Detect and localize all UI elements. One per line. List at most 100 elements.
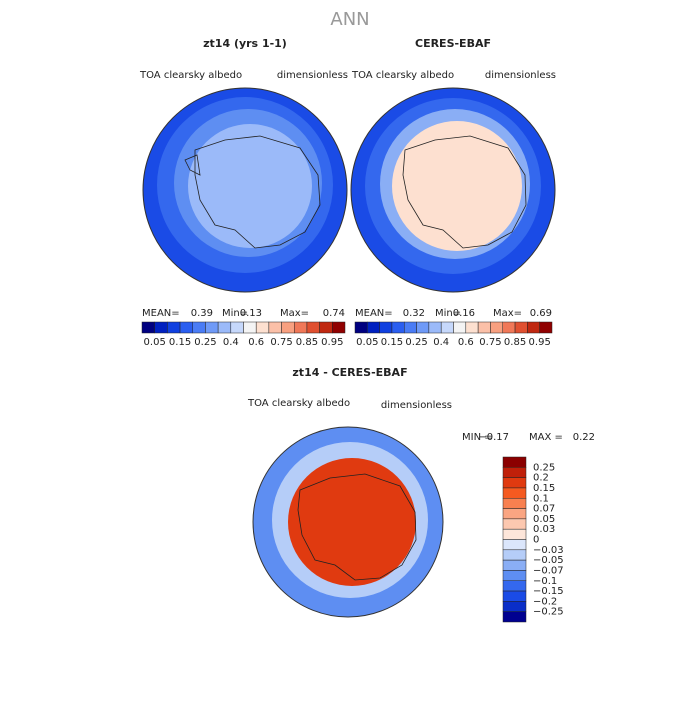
colorbar: 0.250.20.150.10.070.050.030−0.03−0.05−0.…	[502, 456, 564, 623]
panel-title: zt14 (yrs 1-1)	[203, 37, 287, 50]
units: dimensionless	[485, 70, 556, 81]
colorbar-label: 0.03	[533, 524, 555, 535]
colorbar-box	[539, 321, 553, 334]
colorbar-label: 0.2	[533, 473, 549, 484]
colorbar-label: 0.15	[381, 337, 403, 348]
colorbar-box	[502, 539, 527, 551]
stat: −0.17	[478, 432, 509, 443]
colorbar-box	[294, 321, 308, 334]
colorbar-label: 0.15	[533, 483, 555, 494]
colorbar-box	[141, 321, 155, 334]
stat: MIN =	[462, 432, 493, 443]
colorbar-box	[205, 321, 219, 334]
colorbar-box	[502, 518, 527, 530]
colorbar-box	[490, 321, 503, 334]
colorbar-box	[527, 321, 540, 334]
colorbar-label: 0.05	[356, 337, 378, 348]
colorbar-label: 0.85	[504, 337, 526, 348]
colorbar-box	[502, 570, 527, 581]
colorbar-box	[502, 498, 527, 509]
colorbar-label: −0.03	[533, 545, 564, 556]
colorbar-box	[514, 321, 528, 334]
variable: TOA clearsky albedo	[247, 398, 350, 409]
colorbar-label: 0.6	[248, 337, 264, 348]
colorbar-box	[502, 477, 527, 489]
stat: 0.39	[191, 308, 213, 319]
colorbar-label: 0.05	[533, 514, 555, 525]
colorbar-label: −0.15	[533, 586, 564, 597]
colorbar-box	[255, 321, 270, 334]
colorbar-box	[502, 456, 527, 468]
colorbar-box	[477, 321, 491, 334]
colorbar-box	[502, 487, 527, 499]
colorbar-label: 0.4	[223, 337, 239, 348]
colorbar-label: 0.85	[296, 337, 318, 348]
colorbar-box	[502, 528, 527, 540]
colorbar-box	[391, 321, 405, 334]
colorbar-box	[502, 321, 516, 334]
colorbar-box	[354, 321, 368, 334]
colorbar-box	[154, 321, 168, 334]
colorbar-label: 0.25	[533, 462, 555, 473]
figure-title: ANN	[330, 9, 369, 30]
colorbar-box	[217, 321, 232, 334]
colorbar-box	[243, 321, 257, 334]
stat: MAX =	[529, 432, 563, 443]
colorbar-label: 0.1	[533, 493, 549, 504]
map	[252, 426, 444, 618]
stats: MIN =−0.17 MAX = 0.22	[462, 432, 595, 443]
stat: 0.13	[240, 308, 262, 319]
colorbar-box	[404, 321, 417, 334]
colorbar-label: 0.05	[144, 337, 166, 348]
stat: 0.16	[453, 308, 475, 319]
colorbar-label: 0.25	[405, 337, 427, 348]
variable: TOA clearsky albedo	[351, 70, 454, 81]
colorbar-label: 0.75	[479, 337, 501, 348]
colorbar-box	[502, 549, 527, 561]
colorbar-box	[230, 321, 244, 334]
colorbar-box	[502, 590, 527, 602]
stat: MEAN=	[142, 308, 180, 319]
colorbar-label: 0.95	[321, 337, 343, 348]
colorbar-box	[428, 321, 442, 334]
map	[142, 87, 348, 293]
stats: MEAN= 0.39 Min=0.13 Max= 0.74	[142, 308, 345, 319]
colorbar-label: −0.07	[533, 565, 564, 576]
units: dimensionless	[277, 70, 348, 81]
stat: MEAN=	[355, 308, 393, 319]
colorbar-label: −0.05	[533, 555, 564, 566]
colorbar-box	[332, 321, 346, 334]
colorbar-box	[502, 580, 527, 592]
panel-title: CERES-EBAF	[415, 37, 491, 50]
colorbar-box	[453, 321, 467, 334]
stat: Min=	[435, 308, 461, 319]
colorbar: 0.05 0.15 0.25 0.4 0.6 0.75 0.85 0.95	[354, 321, 553, 348]
stat: 0.32	[403, 308, 425, 319]
units: dimensionless	[381, 400, 452, 411]
stat: 0.22	[573, 432, 595, 443]
stats: MEAN= 0.32 Min=0.16 Max= 0.69	[355, 308, 552, 319]
colorbar-box	[281, 321, 295, 334]
colorbar-box	[192, 321, 206, 334]
colorbar-box	[367, 321, 380, 334]
colorbar-label: 0.75	[270, 337, 292, 348]
colorbar-label: 0.25	[194, 337, 216, 348]
colorbar-box	[502, 508, 527, 520]
colorbar-box	[502, 467, 527, 478]
stat: Max=	[493, 308, 522, 319]
panel-title: zt14 - CERES-EBAF	[292, 366, 407, 379]
colorbar-box	[440, 321, 454, 334]
colorbar: 0.05 0.15 0.25 0.4 0.6 0.75 0.85 0.95	[141, 321, 346, 348]
colorbar-box	[179, 321, 193, 334]
colorbar-box	[465, 321, 479, 334]
colorbar-box	[502, 559, 527, 571]
stat: 0.69	[530, 308, 552, 319]
colorbar-box	[319, 321, 333, 334]
stat: Min=	[222, 308, 248, 319]
colorbar-label: 0.15	[169, 337, 191, 348]
colorbar-box	[379, 321, 393, 334]
colorbar-box	[502, 601, 527, 612]
stat: 0.74	[323, 308, 345, 319]
colorbar-label: −0.25	[533, 607, 564, 618]
